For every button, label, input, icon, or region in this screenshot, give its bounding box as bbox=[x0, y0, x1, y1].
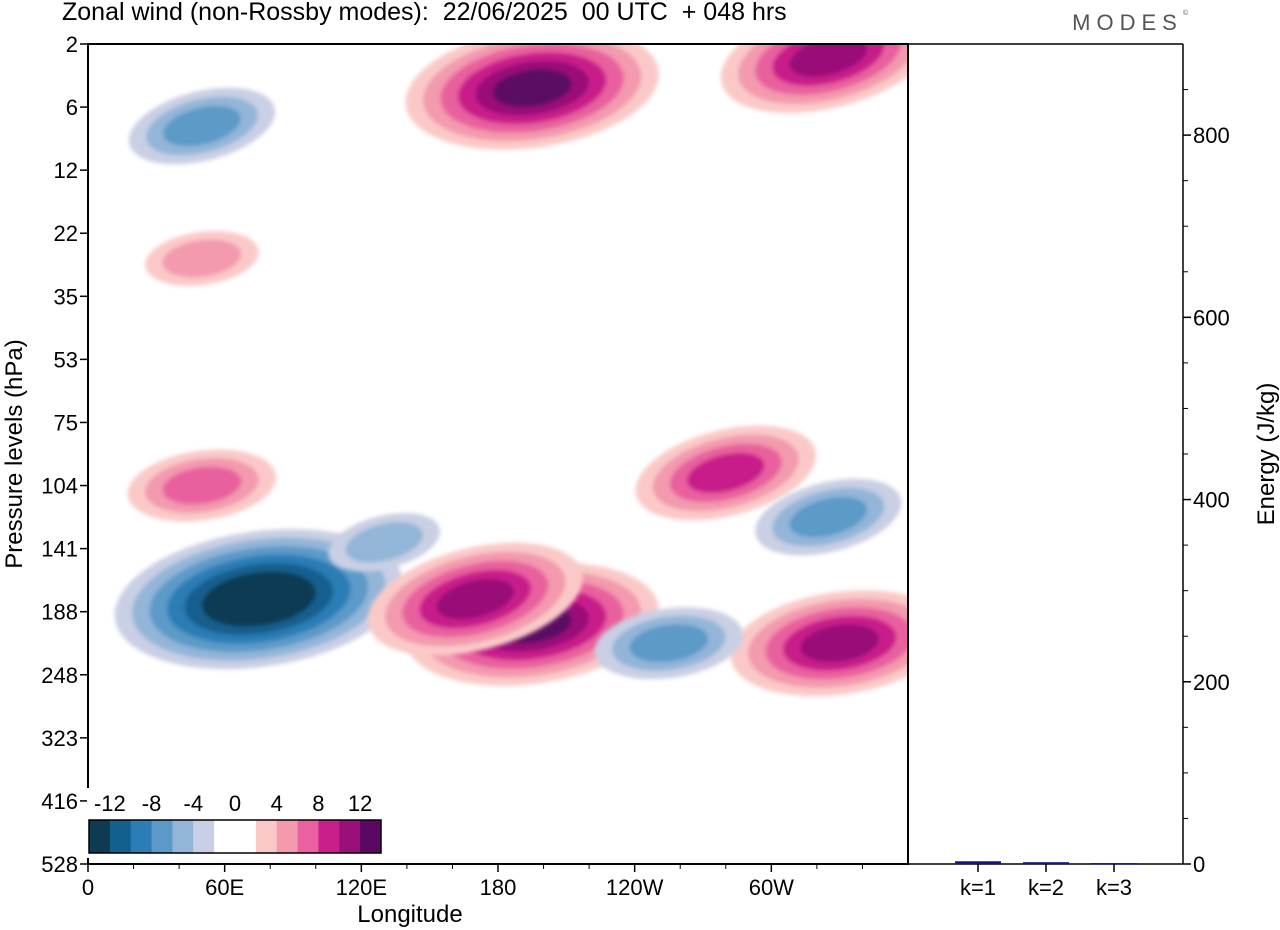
colorbar-swatch bbox=[235, 820, 257, 853]
colorbar-swatch bbox=[318, 820, 340, 853]
contour-feature bbox=[635, 425, 817, 521]
energy-bar-label: k=3 bbox=[1096, 875, 1132, 900]
y-tick-label: 104 bbox=[41, 474, 78, 499]
y-tick-label: 188 bbox=[41, 600, 78, 625]
x-tick-label: 120E bbox=[336, 875, 387, 900]
colorbar-label: -12 bbox=[94, 791, 126, 816]
y-tick-label: 22 bbox=[54, 221, 78, 246]
colorbar-swatch bbox=[193, 820, 215, 853]
colorbar-swatch bbox=[214, 820, 236, 853]
heatmap-field bbox=[88, 44, 908, 864]
colorbar-swatch bbox=[130, 820, 153, 853]
contour-feature bbox=[328, 513, 440, 572]
energy-tick-label: 600 bbox=[1193, 305, 1230, 330]
colorbar-swatch bbox=[109, 820, 132, 853]
contour-level bbox=[345, 522, 423, 563]
contour-level bbox=[162, 466, 242, 505]
energy-axes: 0 200 400 600 800 Energy (J/kg) bbox=[908, 43, 1280, 877]
y-tick-label: 75 bbox=[54, 410, 78, 435]
contour-feature bbox=[127, 449, 277, 522]
contour-feature bbox=[145, 231, 259, 286]
colorbar-label: 8 bbox=[312, 791, 324, 816]
modes-logo: MODES© bbox=[1072, 10, 1188, 36]
contour-level bbox=[163, 105, 241, 147]
y-tick-label: 12 bbox=[54, 158, 78, 183]
x-tick-label: 180 bbox=[480, 875, 517, 900]
y-tick-label: 2 bbox=[66, 32, 78, 57]
contour-feature bbox=[720, 44, 908, 114]
y-tick-label: 35 bbox=[54, 284, 78, 309]
colorbar-swatch bbox=[360, 820, 382, 853]
y-tick-label: 6 bbox=[66, 95, 78, 120]
colorbar-label: 0 bbox=[229, 791, 241, 816]
contour-level bbox=[162, 239, 242, 278]
y-tick-label: 323 bbox=[41, 726, 78, 751]
contour-level bbox=[436, 578, 514, 620]
x-tick-label: 0 bbox=[82, 875, 94, 900]
colorbar-swatch bbox=[339, 820, 361, 853]
colorbar-swatch bbox=[172, 820, 194, 853]
chart-title: Zonal wind (non-Rossby modes): 22/06/202… bbox=[62, 0, 787, 26]
contour-level bbox=[629, 624, 709, 663]
energy-bars: k=1 k=2 k=3 bbox=[955, 861, 1137, 900]
brand-text: MODES bbox=[1072, 10, 1183, 35]
energy-bar bbox=[955, 861, 1001, 864]
energy-axis-label: Energy (J/kg) bbox=[1253, 383, 1280, 526]
contour-feature bbox=[730, 590, 908, 697]
colorbar-label: 4 bbox=[271, 791, 283, 816]
contour-level bbox=[492, 69, 572, 108]
energy-bar-label: k=1 bbox=[960, 875, 996, 900]
colorbar-swatch bbox=[89, 820, 111, 853]
contour-feature bbox=[755, 478, 902, 556]
colorbar-swatch bbox=[151, 820, 173, 853]
x-tick-label: 120W bbox=[606, 875, 664, 900]
energy-bar bbox=[1023, 862, 1069, 864]
colorbar-frame bbox=[88, 819, 382, 854]
contour-feature bbox=[367, 542, 583, 656]
colorbar-swatch bbox=[276, 820, 299, 853]
y-tick-label: 416 bbox=[41, 789, 78, 814]
energy-bar bbox=[1091, 863, 1137, 865]
contour-level bbox=[219, 580, 299, 618]
y-axis-label: Pressure levels (hPa) bbox=[1, 339, 28, 568]
contour-feature bbox=[405, 44, 659, 150]
contour-feature bbox=[594, 607, 744, 680]
x-tick-label: 60E bbox=[205, 875, 244, 900]
colorbar: -12 -8 -4 0 4 8 12 bbox=[87, 788, 383, 858]
energy-tick-label: 400 bbox=[1193, 488, 1230, 513]
x-axis-label: Longitude bbox=[357, 901, 462, 928]
colorbar-label: 12 bbox=[348, 791, 372, 816]
colorbar-swatch bbox=[297, 820, 319, 853]
colorbar-label: -8 bbox=[142, 791, 162, 816]
contour-level bbox=[789, 496, 867, 538]
contour-level bbox=[789, 44, 867, 77]
energy-tick-label: 0 bbox=[1193, 852, 1205, 877]
colorbar-swatch bbox=[255, 820, 278, 853]
x-tick-label: 60W bbox=[749, 875, 794, 900]
contour-level bbox=[800, 624, 879, 663]
colorbar-label: -4 bbox=[184, 791, 204, 816]
y-tick-label: 248 bbox=[41, 663, 78, 688]
energy-bar-label: k=2 bbox=[1028, 875, 1064, 900]
energy-tick-label: 200 bbox=[1193, 670, 1230, 695]
brand-mark: © bbox=[1182, 10, 1188, 17]
y-tick-label: 141 bbox=[41, 537, 78, 562]
y-tick-label: 528 bbox=[41, 852, 78, 877]
energy-tick-label: 800 bbox=[1193, 123, 1230, 148]
y-tick-label: 53 bbox=[54, 347, 78, 372]
contour-feature bbox=[114, 529, 403, 670]
contour-level bbox=[687, 452, 765, 494]
contour-feature bbox=[128, 87, 275, 165]
